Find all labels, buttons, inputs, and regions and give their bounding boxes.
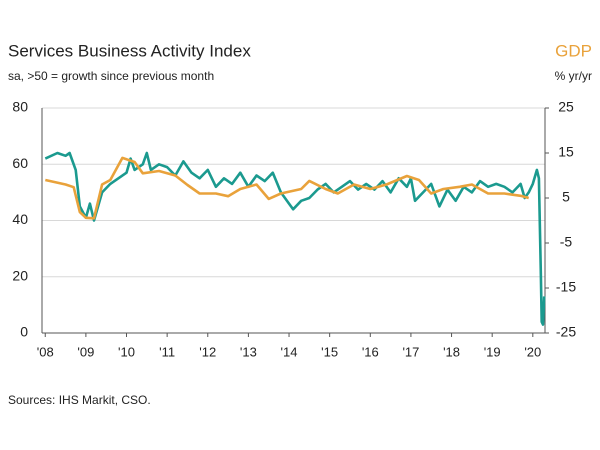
x-tick-label: '17 [402,344,419,359]
y-tick-label: 60 [12,155,28,171]
x-tick-label: '09 [77,344,94,359]
x-tick-label: '11 [159,344,175,359]
x-tick-label: '18 [443,344,460,359]
x-tick-label: '08 [37,344,54,359]
y-tick-label: 0 [20,324,28,340]
y2-tick-label: 5 [562,189,570,205]
x-tick-label: '20 [524,344,541,359]
chart-title: Services Business Activity Index [8,41,251,60]
y2-tick-label: 25 [558,99,574,115]
chart-subtitle: sa, >50 = growth since previous month [8,69,214,83]
y-tick-label: 80 [12,99,28,115]
y2-unit: % yr/yr [555,69,592,83]
series-line [45,156,530,220]
y2-tick-label: -25 [556,324,576,340]
y2-title: GDP [555,41,592,60]
x-tick-label: '14 [281,344,298,359]
y2-tick-label: 15 [558,144,574,160]
x-tick-label: '19 [484,344,501,359]
x-tick-label: '15 [321,344,338,359]
x-tick-label: '16 [362,344,379,359]
y2-tick-label: -15 [556,279,576,295]
series-line [44,151,546,326]
y-tick-label: 20 [12,267,28,283]
x-tick-label: '10 [118,344,135,359]
y-tick-label: 40 [12,211,28,227]
x-tick-label: '13 [240,344,257,359]
y2-tick-label: -5 [560,234,573,250]
source-note: Sources: IHS Markit, CSO. [8,393,151,407]
x-tick-label: '12 [199,344,216,359]
